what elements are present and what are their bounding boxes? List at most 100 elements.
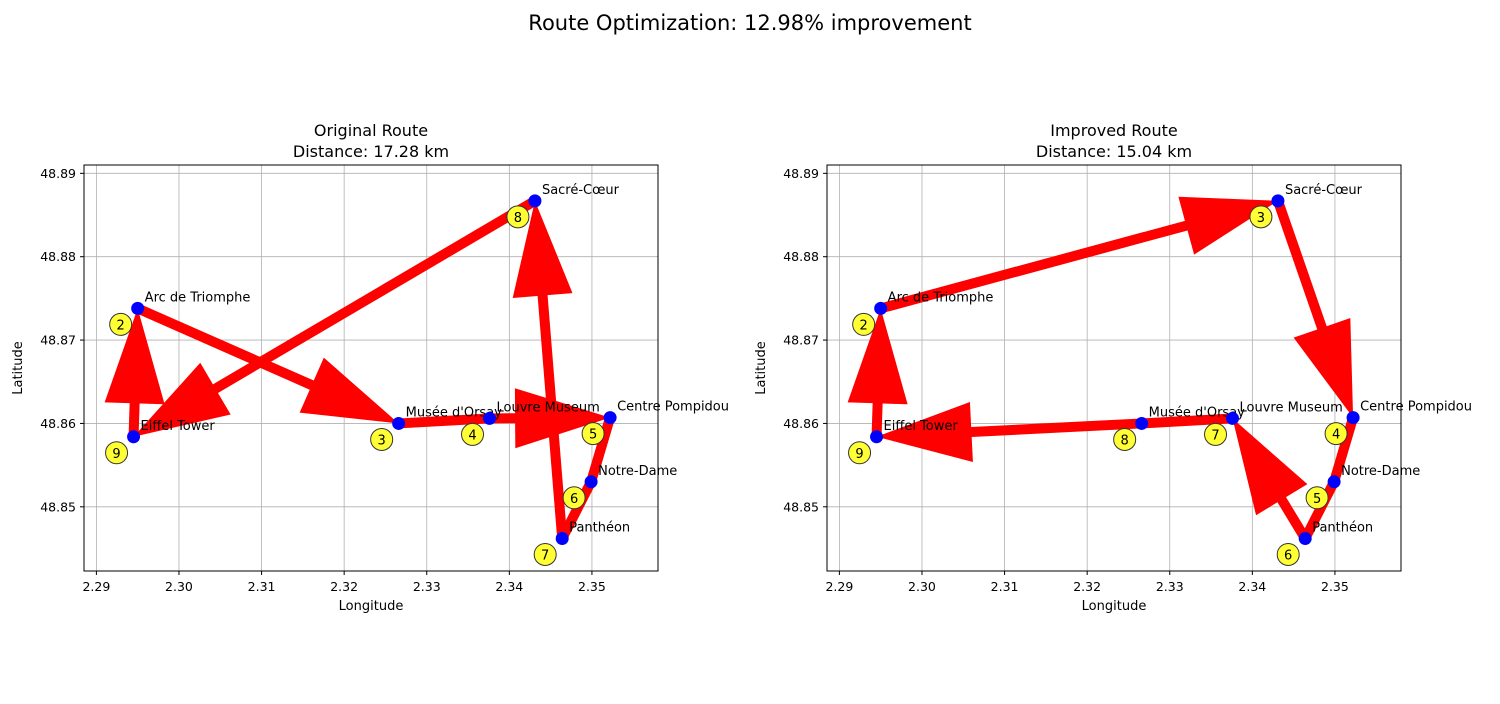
x-tick-label: 2.33 xyxy=(1156,579,1184,594)
panel-title: Original Route xyxy=(314,121,428,140)
y-axis-label: Latitude xyxy=(754,341,769,395)
order-badge-notre-dame xyxy=(1305,486,1329,510)
route-arrow-musee-d-orsay-to-eiffel-tower xyxy=(876,402,1142,462)
panel-subtitle: Distance: 15.04 km xyxy=(1036,142,1192,161)
order-badge-musee-d-orsay xyxy=(1113,427,1137,451)
x-axis-label: Longitude xyxy=(1082,599,1147,614)
stop-label-musee-d-orsay: Musée d'Orsay xyxy=(1149,405,1245,420)
x-tick-label: 2.33 xyxy=(413,579,441,594)
stop-label-eiffel-tower: Eiffel Tower xyxy=(884,419,959,434)
stop-label-sacre-c-ur: Sacré-Cœur xyxy=(1285,183,1363,198)
x-tick-label: 2.30 xyxy=(165,579,193,594)
order-badge-number: 6 xyxy=(570,492,578,507)
stop-label-notre-dame: Notre-Dame xyxy=(1341,464,1420,479)
panel-title: Improved Route xyxy=(1050,121,1177,140)
x-tick-label: 2.31 xyxy=(248,579,276,594)
x-tick-label: 2.29 xyxy=(825,579,853,594)
stop-marker-musee-d-orsay xyxy=(392,416,406,430)
route-arrows xyxy=(104,196,615,541)
stop-label-pantheon: Panthéon xyxy=(1312,520,1373,535)
order-badge-number: 4 xyxy=(1332,428,1340,443)
stop-label-sacre-c-ur: Sacré-Cœur xyxy=(542,183,620,198)
order-badge-eiffel-tower xyxy=(105,441,129,465)
y-tick-label: 48.88 xyxy=(783,249,819,264)
stop-marker-pantheon xyxy=(1298,531,1312,545)
y-tick-label: 48.86 xyxy=(783,416,819,431)
x-axis-label: Longitude xyxy=(339,599,404,614)
x-tick-label: 2.32 xyxy=(330,579,358,594)
figure-suptitle: Route Optimization: 12.98% improvement xyxy=(528,11,971,35)
order-badge-number: 3 xyxy=(378,433,386,448)
x-tick-label: 2.31 xyxy=(991,579,1019,594)
x-tick-label: 2.35 xyxy=(1321,579,1349,594)
y-tick-label: 48.89 xyxy=(783,166,819,181)
order-badge-pantheon xyxy=(533,542,557,566)
order-badge-number: 5 xyxy=(1313,492,1321,507)
stop-marker-eiffel-tower xyxy=(870,430,884,444)
stop-marker-pantheon xyxy=(555,531,569,545)
panel-subtitle: Distance: 17.28 km xyxy=(293,142,449,161)
y-axis-label: Latitude xyxy=(11,341,26,395)
stop-label-eiffel-tower: Eiffel Tower xyxy=(141,419,216,434)
route-arrow-sacre-c-ur-to-centre-pompidou xyxy=(1273,199,1354,418)
stop-marker-arc-de-triomphe xyxy=(874,301,888,315)
route-arrow-eiffel-tower-to-arc-de-triomphe xyxy=(847,308,908,437)
order-badge-eiffel-tower xyxy=(848,441,872,465)
stop-label-centre-pompidou: Centre Pompidou xyxy=(1360,400,1472,415)
order-badge-number: 2 xyxy=(117,318,125,333)
x-tick-label: 2.32 xyxy=(1073,579,1101,594)
stop-marker-musee-d-orsay xyxy=(1135,416,1149,430)
route-arrow-eiffel-tower-to-arc-de-triomphe xyxy=(104,308,165,437)
stop-marker-eiffel-tower xyxy=(127,430,141,444)
route-arrow-notre-dame-to-pantheon xyxy=(557,479,596,541)
order-badge-arc-de-triomphe xyxy=(852,312,876,336)
stop-marker-centre-pompidou xyxy=(1346,411,1360,425)
stop-marker-sacre-c-ur xyxy=(528,194,542,208)
order-badge-number: 6 xyxy=(1284,548,1292,563)
route-arrow-pantheon-to-sacre-c-ur xyxy=(512,200,573,539)
route-arrow-arc-de-triomphe-to-sacre-c-ur xyxy=(879,196,1278,314)
stop-label-arc-de-triomphe: Arc de Triomphe xyxy=(145,290,251,305)
y-tick-label: 48.85 xyxy=(783,499,819,514)
stop-label-pantheon: Panthéon xyxy=(569,520,630,535)
route-arrow-pantheon-to-louvre-museum xyxy=(1232,418,1310,542)
x-tick-label: 2.34 xyxy=(495,579,523,594)
order-badge-number: 9 xyxy=(112,447,120,462)
x-tick-label: 2.35 xyxy=(578,579,606,594)
order-badge-number: 5 xyxy=(589,428,597,443)
y-tick-label: 48.89 xyxy=(40,166,76,181)
order-badge-sacre-c-ur xyxy=(1249,205,1273,229)
order-badge-centre-pompidou xyxy=(1324,422,1348,446)
y-tick-label: 48.87 xyxy=(783,333,819,348)
route-arrow-centre-pompidou-to-notre-dame xyxy=(1329,416,1358,484)
order-badge-number: 9 xyxy=(855,447,863,462)
x-tick-label: 2.29 xyxy=(82,579,110,594)
order-badge-number: 2 xyxy=(860,318,868,333)
stop-label-louvre-museum: Louvre Museum xyxy=(1240,400,1343,415)
order-badge-number: 7 xyxy=(541,548,549,563)
order-badge-musee-d-orsay xyxy=(370,427,394,451)
stop-marker-sacre-c-ur xyxy=(1271,194,1285,208)
order-badge-pantheon xyxy=(1276,542,1300,566)
stop-label-musee-d-orsay: Musée d'Orsay xyxy=(406,405,502,420)
route-arrow-sacre-c-ur-to-eiffel-tower xyxy=(133,196,538,437)
order-badge-number: 8 xyxy=(514,211,522,226)
stop-marker-notre-dame xyxy=(1327,475,1341,489)
stop-marker-centre-pompidou xyxy=(603,411,617,425)
order-badge-sacre-c-ur xyxy=(506,205,530,229)
stop-marker-notre-dame xyxy=(584,475,598,489)
stop-label-centre-pompidou: Centre Pompidou xyxy=(617,400,729,415)
order-badge-louvre-museum xyxy=(461,422,485,446)
axes-frame xyxy=(826,164,1402,572)
x-tick-label: 2.34 xyxy=(1238,579,1266,594)
stop-marker-louvre-museum xyxy=(483,411,497,425)
order-badge-number: 7 xyxy=(1211,428,1219,443)
order-badge-number: 4 xyxy=(468,428,476,443)
x-tick-label: 2.30 xyxy=(908,579,936,594)
axes-frame xyxy=(83,164,659,572)
original-route-panel: Eiffel Tower Arc de Triomphe Musée d'Orsay… xyxy=(11,121,729,614)
route-arrow-centre-pompidou-to-notre-dame xyxy=(586,416,615,484)
improved-route-panel: Eiffel Tower Arc de Triomphe Musée d'Orsay… xyxy=(754,121,1472,614)
